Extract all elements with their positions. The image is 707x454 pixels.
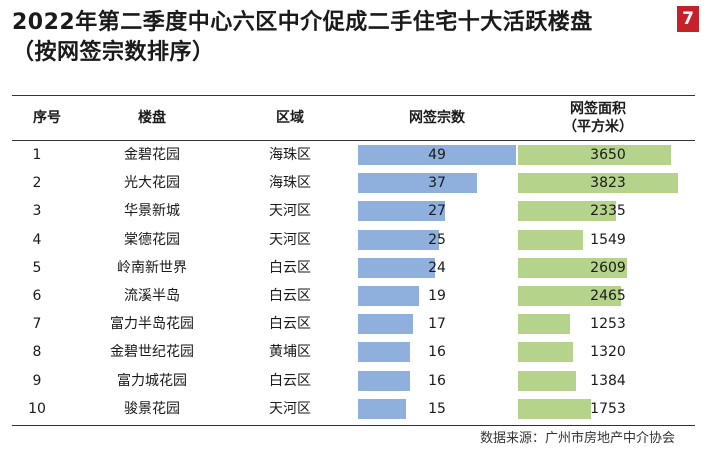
header-count: 网签宗数 <box>409 110 465 126</box>
area-bar <box>518 229 583 250</box>
count-value-label: 27 <box>428 203 446 220</box>
area-bar <box>518 370 576 391</box>
table-row: 9 富力城花园 白云区 16 1384 <box>0 368 707 394</box>
table-row: 1 金碧花园 海珠区 49 3650 <box>0 142 707 168</box>
chart-title-line2: （按网签宗数排序） <box>12 40 215 65</box>
rank-cell: 6 <box>32 288 42 304</box>
count-bar <box>358 342 410 363</box>
district-cell: 天河区 <box>269 203 311 220</box>
count-bar <box>358 257 436 278</box>
area-value-label: 1549 <box>590 231 626 248</box>
district-cell: 海珠区 <box>269 147 311 163</box>
header-estate: 楼盘 <box>138 110 166 126</box>
header-area-line1: 网签面积 <box>570 101 626 117</box>
district-cell: 海珠区 <box>269 175 311 192</box>
rank-cell: 3 <box>32 203 42 220</box>
header-district: 区域 <box>276 110 304 126</box>
district-cell: 白云区 <box>269 316 311 333</box>
header-area-line2: （平方米） <box>563 119 633 135</box>
count-bar <box>358 229 439 250</box>
rank-cell: 8 <box>32 344 42 361</box>
count-bar <box>358 201 446 222</box>
table-row: 8 金碧世纪花园 黄埔区 16 1320 <box>0 339 707 365</box>
area-bar <box>518 145 671 165</box>
area-bar <box>518 173 678 194</box>
rank-cell: 2 <box>32 175 42 192</box>
rank-cell: 7 <box>32 316 42 333</box>
area-value-label: 1253 <box>590 316 626 333</box>
header-rank: 序号 <box>33 110 61 126</box>
area-bar <box>518 201 616 222</box>
count-value-label: 37 <box>428 175 446 192</box>
count-value-label: 15 <box>428 400 446 417</box>
header-area: 网签面积 （平方米） <box>518 96 678 140</box>
table-row: 7 富力半岛花园 白云区 17 1253 <box>0 311 707 337</box>
estate-cell: 富力城花园 <box>117 372 187 389</box>
header-bottom-rule <box>12 140 695 141</box>
estate-cell: 华景新城 <box>124 203 180 220</box>
estate-cell: 光大花园 <box>124 175 180 192</box>
count-bar <box>358 398 407 419</box>
district-cell: 白云区 <box>269 372 311 389</box>
table-bottom-rule <box>12 425 695 426</box>
header-top-rule <box>12 95 695 96</box>
area-value-label: 2609 <box>590 259 626 276</box>
area-bar <box>518 314 571 335</box>
estate-cell: 富力半岛花园 <box>110 316 194 333</box>
estate-cell: 金碧世纪花园 <box>110 344 194 361</box>
area-bar <box>518 342 574 363</box>
chart-title: 2022年第二季度中心六区中介促成二手住宅十大活跃楼盘 （按网签宗数排序） <box>12 8 672 68</box>
count-bar <box>358 173 478 194</box>
table-row: 5 岭南新世界 白云区 24 2609 <box>0 255 707 281</box>
count-value-label: 49 <box>428 147 446 163</box>
area-value-label: 1384 <box>590 372 626 389</box>
estate-cell: 流溪半岛 <box>124 288 180 304</box>
district-cell: 黄埔区 <box>269 344 311 361</box>
estate-cell: 金碧花园 <box>124 147 180 163</box>
rank-cell: 5 <box>32 259 42 276</box>
district-cell: 白云区 <box>269 288 311 304</box>
table-row: 4 棠德花园 天河区 25 1549 <box>0 227 707 253</box>
rank-cell: 10 <box>28 400 46 417</box>
area-value-label: 2465 <box>590 288 626 304</box>
area-value-label: 2335 <box>590 203 626 220</box>
table-row: 2 光大花园 海珠区 37 3823 <box>0 170 707 196</box>
area-bar <box>518 398 592 419</box>
district-cell: 天河区 <box>269 400 311 417</box>
source-note: 数据来源：广州市房地产中介协会 <box>479 431 675 446</box>
area-bar <box>518 286 622 306</box>
area-value-label: 3650 <box>590 147 626 163</box>
rank-cell: 4 <box>32 231 42 248</box>
count-bar <box>358 314 413 335</box>
count-value-label: 19 <box>428 288 446 304</box>
area-value-label: 1320 <box>590 344 626 361</box>
area-bar <box>518 257 628 278</box>
estate-cell: 骏景花园 <box>124 400 180 417</box>
count-value-label: 24 <box>428 259 446 276</box>
count-bar <box>358 145 516 165</box>
count-value-label: 25 <box>428 231 446 248</box>
district-cell: 白云区 <box>269 259 311 276</box>
area-value-label: 3823 <box>590 175 626 192</box>
district-cell: 天河区 <box>269 231 311 248</box>
count-bar <box>358 370 410 391</box>
table-row: 3 华景新城 天河区 27 2335 <box>0 198 707 224</box>
count-value-label: 16 <box>428 344 446 361</box>
rank-cell: 1 <box>32 147 42 163</box>
count-bar <box>358 286 420 306</box>
rank-cell: 9 <box>32 372 42 389</box>
chart-title-line1: 2022年第二季度中心六区中介促成二手住宅十大活跃楼盘 <box>12 10 593 35</box>
count-value-label: 16 <box>428 372 446 389</box>
estate-cell: 棠德花园 <box>124 231 180 248</box>
count-value-label: 17 <box>428 316 446 333</box>
area-value-label: 1753 <box>590 400 626 417</box>
estate-cell: 岭南新世界 <box>117 259 187 276</box>
table-row: 6 流溪半岛 白云区 19 2465 <box>0 283 707 309</box>
page-number-badge: 7 <box>677 6 699 32</box>
table-row: 10 骏景花园 天河区 15 1753 <box>0 396 707 422</box>
